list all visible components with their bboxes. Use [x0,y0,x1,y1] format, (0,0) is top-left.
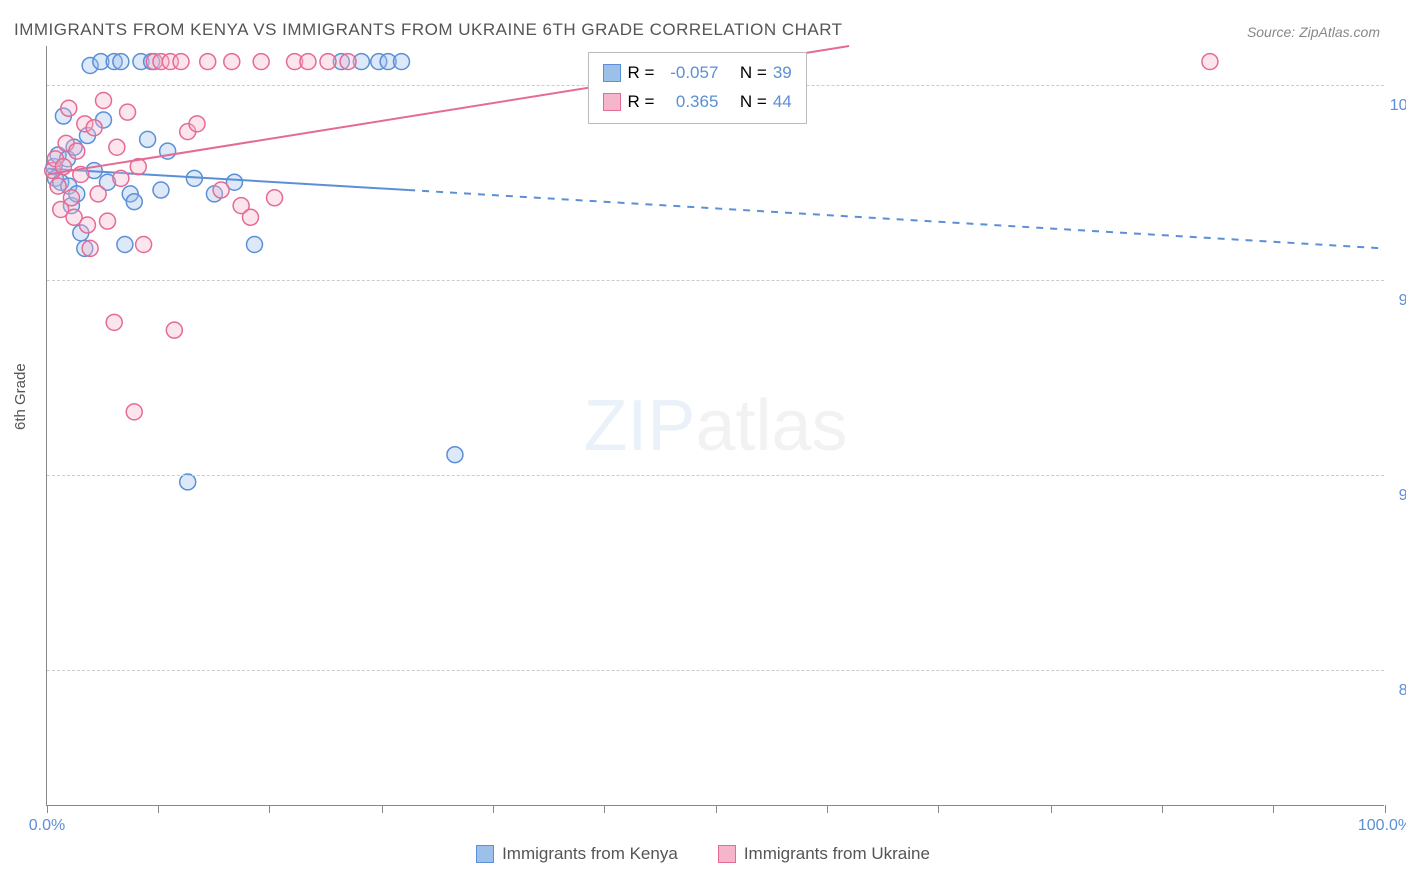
scatter-point [109,139,125,155]
n-value: 39 [773,59,792,88]
scatter-point [136,237,152,253]
r-value: -0.057 [660,59,718,88]
scatter-point [340,54,356,70]
xtick [1385,805,1386,813]
chart-svg [47,46,1384,805]
scatter-point [267,190,283,206]
scatter-point [393,54,409,70]
scatter-point [126,194,142,210]
scatter-point [120,104,136,120]
r-label: R = [627,88,654,117]
scatter-point [126,404,142,420]
n-label: N = [740,88,767,117]
scatter-point [61,100,77,116]
xtick [938,805,939,813]
legend-swatch [718,845,736,863]
scatter-point [153,182,169,198]
gridline [47,670,1384,671]
xtick [493,805,494,813]
xtick [827,805,828,813]
scatter-point [82,240,98,256]
scatter-point [69,143,85,159]
scatter-point [180,474,196,490]
ytick-label: 100.0% [1390,97,1406,115]
xtick [269,805,270,813]
source-attribution: Source: ZipAtlas.com [1247,24,1380,40]
scatter-point [96,93,112,109]
scatter-point [140,131,156,147]
chart-title: IMMIGRANTS FROM KENYA VS IMMIGRANTS FROM… [14,20,843,40]
scatter-point [90,186,106,202]
n-value: 44 [773,88,792,117]
plot-area: ZIPatlas 85.0%90.0%95.0%100.0%0.0%100.0%… [46,46,1384,806]
scatter-point [213,182,229,198]
ytick-label: 95.0% [1399,292,1406,310]
scatter-point [79,217,95,233]
scatter-point [247,237,263,253]
ytick-label: 90.0% [1399,487,1406,505]
xtick [604,805,605,813]
xtick-label: 0.0% [29,817,65,835]
gridline [47,475,1384,476]
xtick [158,805,159,813]
legend-label: Immigrants from Kenya [502,844,678,864]
scatter-point [50,178,66,194]
legend-swatch [603,64,621,82]
legend-label: Immigrants from Ukraine [744,844,930,864]
xtick [47,805,48,813]
xtick [1051,805,1052,813]
scatter-point [224,54,240,70]
legend-item: Immigrants from Kenya [476,844,678,864]
n-label: N = [740,59,767,88]
scatter-point [113,54,129,70]
stats-legend-row: R =-0.057 N =39 [603,59,791,88]
bottom-legend: Immigrants from Kenya Immigrants from Ukr… [0,844,1406,864]
xtick [1273,805,1274,813]
gridline [47,280,1384,281]
regression-line-dashed [408,190,1383,248]
scatter-point [189,116,205,132]
scatter-point [242,209,258,225]
scatter-point [86,120,102,136]
scatter-point [106,314,122,330]
xtick [1162,805,1163,813]
ytick-label: 85.0% [1399,682,1406,700]
legend-swatch [603,93,621,111]
scatter-point [200,54,216,70]
scatter-point [113,170,129,186]
scatter-point [447,447,463,463]
r-label: R = [627,59,654,88]
scatter-point [253,54,269,70]
stats-legend: R =-0.057 N =39R =0.365 N =44 [588,52,806,124]
legend-swatch [476,845,494,863]
scatter-point [166,322,182,338]
scatter-point [320,54,336,70]
scatter-point [63,190,79,206]
scatter-point [1202,54,1218,70]
xtick [716,805,717,813]
scatter-point [117,237,133,253]
scatter-point [173,54,189,70]
y-axis-label: 6th Grade [12,363,29,430]
xtick [382,805,383,813]
xtick-label: 100.0% [1358,817,1406,835]
r-value: 0.365 [660,88,718,117]
scatter-point [100,213,116,229]
stats-legend-row: R =0.365 N =44 [603,88,791,117]
scatter-point [300,54,316,70]
legend-item: Immigrants from Ukraine [718,844,930,864]
